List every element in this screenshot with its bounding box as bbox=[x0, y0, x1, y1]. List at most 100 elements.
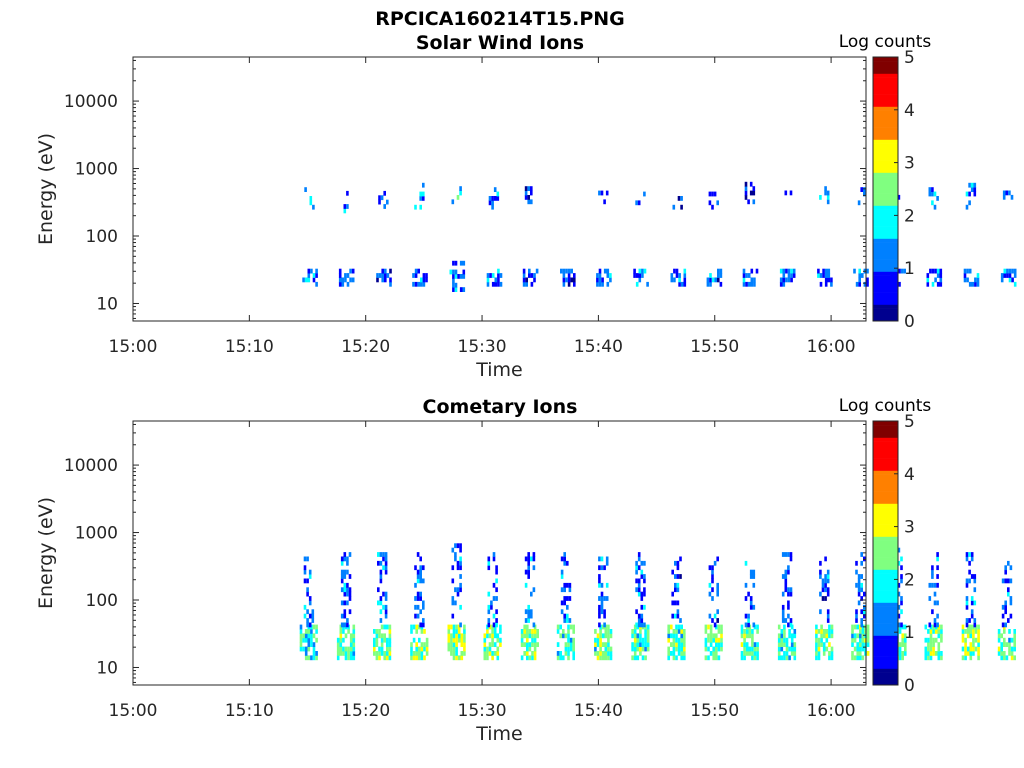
spectrogram-cell bbox=[567, 646, 570, 652]
spectrogram-cell bbox=[933, 204, 937, 210]
spectrogram-cell bbox=[383, 624, 386, 630]
spectrogram-cell bbox=[1008, 277, 1012, 283]
spectrogram-cell bbox=[414, 604, 417, 610]
spectrogram-cell bbox=[719, 281, 723, 287]
spectrogram-cell bbox=[1013, 268, 1017, 274]
spectrogram-cell bbox=[454, 543, 457, 549]
spectrogram-cell bbox=[609, 646, 613, 652]
spectrogram-cell bbox=[977, 624, 980, 630]
spectrogram-cell bbox=[412, 281, 415, 287]
spectrogram-cell bbox=[749, 600, 753, 606]
spectrogram-cell bbox=[1008, 190, 1011, 196]
spectrogram-cell bbox=[530, 190, 533, 196]
spectrogram-cell bbox=[568, 582, 572, 588]
spectrogram-cell bbox=[756, 646, 759, 652]
spectrogram-cell bbox=[416, 604, 420, 610]
spectrogram-cell bbox=[851, 624, 854, 630]
spectrogram-cell bbox=[563, 600, 566, 606]
spectrogram-cell bbox=[452, 651, 456, 656]
spectrogram-cell bbox=[486, 633, 489, 639]
spectrogram-cell bbox=[1000, 646, 1003, 652]
colorbar-cell bbox=[873, 242, 898, 248]
spectrogram-cell bbox=[447, 633, 451, 639]
spectrogram-cell bbox=[456, 591, 460, 597]
spectrogram-cell bbox=[569, 637, 573, 643]
spectrogram-cell bbox=[743, 651, 746, 656]
spectrogram-cell bbox=[674, 560, 677, 566]
colorbar-cell bbox=[873, 441, 898, 447]
spectrogram-cell bbox=[533, 637, 537, 643]
spectrogram-cell bbox=[596, 642, 600, 647]
spectrogram-cell bbox=[928, 191, 932, 197]
spectrogram-cell bbox=[487, 565, 491, 571]
spectrogram-cell bbox=[373, 642, 376, 647]
spectrogram-cell bbox=[742, 277, 746, 283]
spectrogram-cell bbox=[315, 629, 318, 634]
spectrogram-cell bbox=[415, 642, 418, 647]
spectrogram-cell bbox=[556, 624, 560, 630]
spectrogram-cell bbox=[302, 633, 305, 639]
spectrogram-cell bbox=[299, 646, 303, 652]
spectrogram-cell bbox=[968, 268, 972, 274]
spectrogram-cell bbox=[670, 277, 674, 283]
spectrogram-cell bbox=[563, 613, 566, 619]
spectrogram-cell bbox=[939, 277, 943, 283]
spectrogram-cell bbox=[675, 624, 678, 630]
spectrogram-cell bbox=[706, 281, 710, 287]
spectrogram-cell bbox=[343, 574, 347, 579]
spectrogram-cell bbox=[748, 651, 752, 656]
spectrogram-cell bbox=[1013, 273, 1017, 278]
spectrogram-cell bbox=[637, 591, 641, 597]
spectrogram-cell bbox=[977, 655, 980, 661]
spectrogram-cell bbox=[1008, 637, 1011, 643]
spectrogram-cell bbox=[1005, 642, 1009, 647]
spectrogram-cell bbox=[596, 633, 600, 639]
spectrogram-cell bbox=[495, 587, 498, 593]
spectrogram-cell bbox=[1008, 268, 1012, 274]
spectrogram-cell bbox=[460, 651, 464, 656]
spectrogram-cell bbox=[966, 633, 970, 639]
colorbar-cell bbox=[873, 598, 898, 603]
spectrogram-cell bbox=[787, 565, 790, 571]
spectrogram-cell bbox=[817, 273, 820, 278]
spectrogram-cell bbox=[740, 651, 744, 656]
spectrogram-cell bbox=[450, 642, 453, 647]
spectrogram-cell bbox=[447, 646, 451, 652]
spectrogram-cell bbox=[675, 268, 679, 274]
spectrogram-cell bbox=[348, 552, 352, 557]
spectrogram-cell bbox=[601, 624, 605, 630]
spectrogram-cell bbox=[422, 604, 425, 610]
spectrogram-cell bbox=[459, 186, 462, 191]
colorbar-cell bbox=[873, 652, 898, 657]
spectrogram-cell bbox=[779, 268, 783, 274]
spectrogram-cell bbox=[600, 591, 604, 597]
spectrogram-cell bbox=[819, 281, 823, 287]
spectrogram-cell bbox=[863, 187, 866, 192]
spectrogram-cell bbox=[388, 642, 392, 647]
spectrogram-cell bbox=[381, 273, 384, 278]
spectrogram-cell bbox=[974, 646, 978, 652]
spectrogram-cell bbox=[307, 268, 311, 274]
spectrogram-cell bbox=[789, 552, 793, 557]
spectrogram-cell bbox=[744, 181, 748, 187]
spectrogram-cell bbox=[969, 629, 973, 634]
spectrogram-cell bbox=[344, 651, 348, 656]
spectrogram-cell bbox=[344, 655, 348, 661]
spectrogram-cell bbox=[933, 600, 937, 606]
spectrogram-cell bbox=[633, 268, 636, 274]
spectrogram-cell bbox=[643, 578, 646, 584]
spectrogram-cell bbox=[493, 642, 497, 647]
spectrogram-cell bbox=[343, 591, 347, 597]
spectrogram-cell bbox=[744, 190, 748, 196]
spectrogram-cell bbox=[787, 604, 790, 610]
spectrogram-cell bbox=[860, 560, 863, 566]
spectrogram-cell bbox=[603, 565, 606, 571]
spectrogram-cell bbox=[826, 199, 830, 205]
spectrogram-cell bbox=[565, 268, 568, 274]
spectrogram-cell bbox=[599, 633, 602, 639]
spectrogram-cell bbox=[536, 642, 539, 647]
spectrogram-cell bbox=[641, 642, 645, 647]
spectrogram-cell bbox=[599, 655, 602, 661]
spectrogram-cell bbox=[462, 269, 466, 275]
spectrogram-cell bbox=[380, 637, 384, 643]
